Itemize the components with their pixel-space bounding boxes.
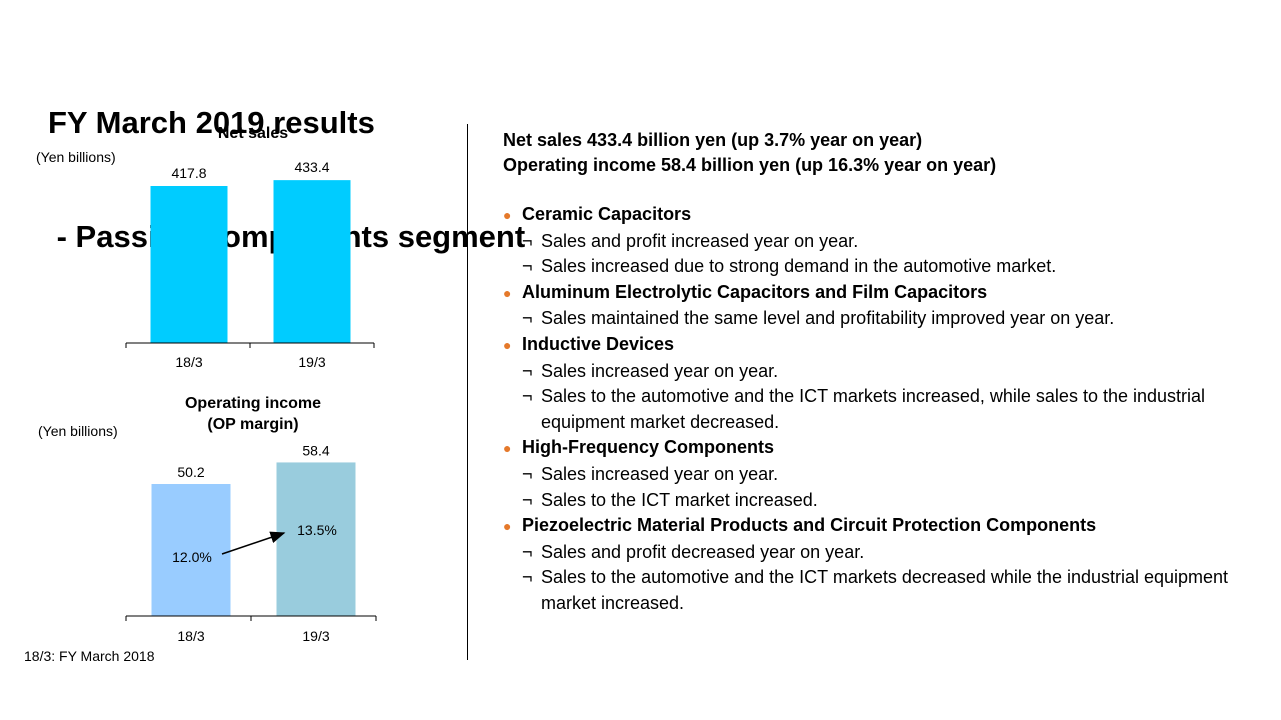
summary: Net sales 433.4 billion yen (up 3.7% yea… [503, 128, 1273, 178]
point-text: Sales increased due to strong demand in … [541, 256, 1057, 277]
op-income-bar [276, 462, 356, 616]
section-point: ¬ Sales to the ICT market increased. [503, 488, 1273, 514]
product-sections: ● Ceramic Capacitors ¬ Sales and profit inc… [503, 202, 1273, 617]
section-heading: ● High-Frequency Components [503, 435, 1273, 462]
results-text-panel: Net sales 433.4 billion yen (up 3.7% yea… [503, 128, 1273, 617]
point-marker-icon: ¬ [522, 360, 533, 381]
net-sales-value-label: 417.8 [171, 165, 206, 181]
net-sales-category-label: 19/3 [298, 354, 325, 370]
footnote: 18/3: FY March 2018 [24, 648, 155, 664]
op-income-chart-title: Operating income [185, 395, 321, 412]
op-income-unit-label: (Yen billions) [38, 423, 118, 439]
point-text: Sales to the ICT market increased. [541, 489, 818, 510]
section-heading-text: Piezoelectric Material Products and Circ… [522, 515, 1097, 536]
section-heading: ● Aluminum Electrolytic Capacitors and Fi… [503, 280, 1273, 307]
point-marker-icon: ¬ [522, 386, 533, 407]
section-point: ¬ Sales and profit increased year on year… [503, 229, 1273, 255]
section-heading: ● Inductive Devices [503, 332, 1273, 359]
section-heading: ● Ceramic Capacitors [503, 202, 1273, 229]
section-heading-text: Aluminum Electrolytic Capacitors and Fil… [522, 281, 988, 302]
bullet-dot-icon: ● [503, 336, 512, 353]
section-0: ● Ceramic Capacitors ¬ Sales and profit inc… [503, 202, 1273, 280]
section-3: ● High-Frequency Components ¬ Sales increas… [503, 435, 1273, 513]
bullet-dot-icon: ● [503, 207, 512, 223]
bullet-dot-icon: ● [503, 440, 512, 457]
section-4: ● Piezoelectric Material Products and Cir… [503, 513, 1273, 616]
net-sales-chart-title: Net sales [218, 125, 288, 142]
point-text: Sales increased year on year. [541, 463, 779, 484]
point-marker-icon: ¬ [522, 567, 533, 588]
section-heading-text: Inductive Devices [522, 333, 675, 354]
section-point: ¬ Sales to the automotive and the ICT mar… [503, 565, 1273, 616]
net-sales-value-label: 433.4 [294, 159, 329, 175]
section-point: ¬ Sales and profit decreased year on year… [503, 540, 1273, 566]
net-sales-bar [150, 186, 228, 343]
bullet-dot-icon: ● [503, 518, 512, 535]
title-line-1: FY March 2019 results [48, 105, 375, 140]
section-heading-text: Ceramic Capacitors [522, 204, 692, 224]
point-text: Sales to the automotive and the ICT mark… [541, 386, 1206, 432]
op-margin-label: 12.0% [172, 549, 212, 565]
charts-area: Net sales (Yen billions) 417.8 18/3 433.4 19/… [36, 125, 377, 644]
net-sales-bar [273, 180, 351, 343]
point-marker-icon: ¬ [522, 230, 533, 251]
section-point: ¬ Sales to the automotive and the ICT mar… [503, 384, 1273, 435]
section-1: ● Aluminum Electrolytic Capacitors and Fi… [503, 280, 1273, 332]
op-income-value-label: 50.2 [177, 464, 204, 480]
op-income-chart-subtitle: (OP margin) [207, 416, 298, 433]
section-point: ¬ Sales increased year on year. [503, 462, 1273, 488]
op-income-bar [151, 484, 231, 616]
operating-income-summary: Operating income 58.4 billion yen (up 16… [503, 155, 997, 175]
op-income-category-label: 19/3 [302, 628, 329, 644]
section-point: ¬ Sales increased year on year. [503, 359, 1273, 385]
point-marker-icon: ¬ [522, 541, 533, 562]
section-heading-text: High-Frequency Components [522, 437, 775, 458]
point-text: Sales increased year on year. [541, 360, 779, 381]
point-text: Sales and profit increased year on year. [541, 230, 859, 251]
net-sales-summary: Net sales 433.4 billion yen (up 3.7% yea… [503, 130, 923, 150]
section-point: ¬ Sales maintained the same level and pro… [503, 306, 1273, 332]
section-heading: ● Piezoelectric Material Products and Cir… [503, 513, 1273, 540]
op-income-category-label: 18/3 [177, 628, 204, 644]
net-sales-unit-label: (Yen billions) [36, 149, 116, 165]
bullet-dot-icon: ● [503, 284, 512, 301]
section-2: ● Inductive Devices ¬ Sales increased year … [503, 332, 1273, 435]
op-margin-arrow [221, 531, 286, 555]
point-text: Sales and profit decreased year on year. [541, 541, 865, 562]
point-marker-icon: ¬ [522, 308, 533, 329]
op-margin-label: 13.5% [297, 522, 337, 538]
op-income-value-label: 58.4 [302, 442, 329, 458]
point-text: Sales maintained the same level and prof… [541, 308, 1115, 329]
point-marker-icon: ¬ [522, 463, 533, 484]
vertical-divider [467, 124, 468, 660]
point-marker-icon: ¬ [522, 489, 533, 510]
section-point: ¬ Sales increased due to strong demand in… [503, 254, 1273, 280]
point-marker-icon: ¬ [522, 256, 533, 277]
net-sales-category-label: 18/3 [175, 354, 202, 370]
point-text: Sales to the automotive and the ICT mark… [541, 567, 1229, 613]
